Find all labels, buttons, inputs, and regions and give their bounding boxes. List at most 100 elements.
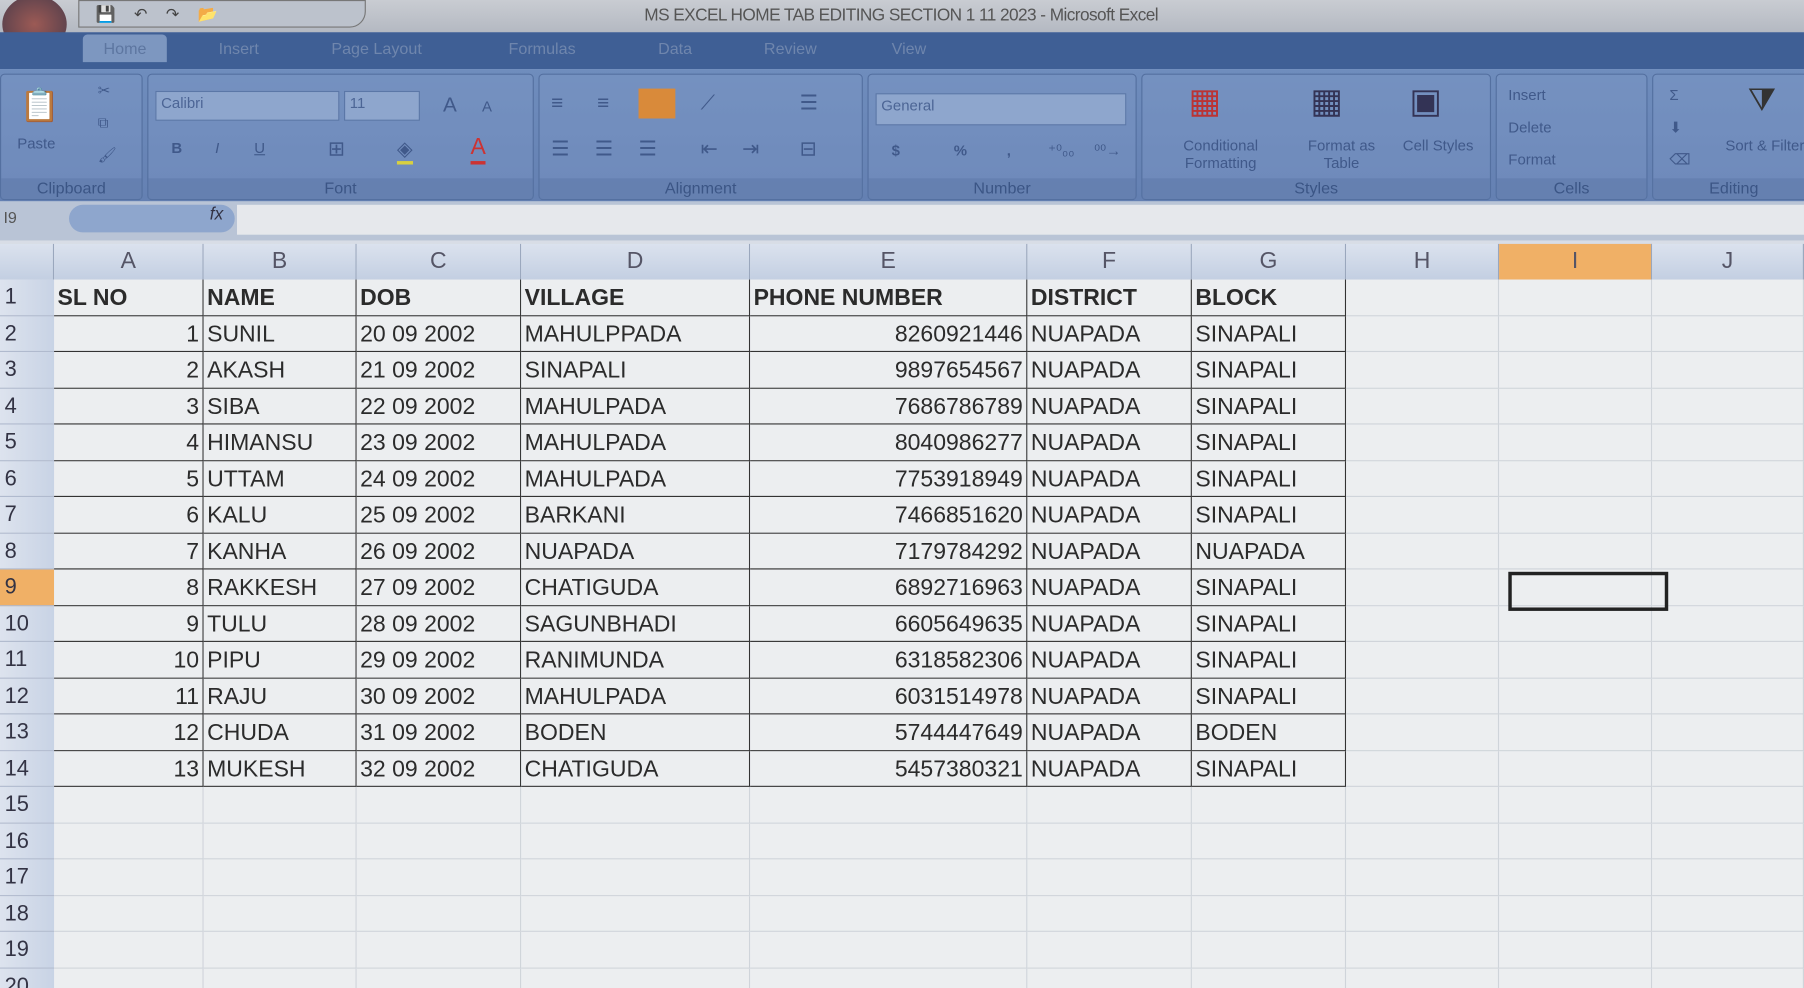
row-header-16[interactable]: 16 bbox=[0, 823, 55, 860]
cell-f1[interactable]: DISTRICT bbox=[1027, 279, 1192, 316]
cell-h14[interactable] bbox=[1346, 750, 1500, 787]
cell-h20[interactable] bbox=[1346, 968, 1500, 988]
align-left-icon[interactable]: ☰ bbox=[551, 136, 570, 160]
cell-d2[interactable]: MAHULPPADA bbox=[521, 315, 751, 353]
cell-e15[interactable] bbox=[750, 786, 1028, 824]
increase-decimal-icon[interactable]: ⁺⁰₀₀ bbox=[1048, 141, 1075, 159]
cell-c18[interactable] bbox=[356, 895, 522, 932]
merge-center-icon[interactable]: ⊟ bbox=[799, 136, 817, 160]
cell-i16[interactable] bbox=[1499, 823, 1653, 860]
fill-color-icon[interactable]: ◈ bbox=[396, 137, 413, 165]
format-painter-icon[interactable]: 🖌 bbox=[97, 146, 117, 164]
name-box[interactable]: I9 bbox=[3, 208, 17, 227]
cell-e13[interactable]: 5744447649 bbox=[750, 714, 1028, 751]
cell-g12[interactable]: SINAPALI bbox=[1191, 678, 1347, 715]
fill-icon[interactable]: ⬇ bbox=[1669, 118, 1682, 136]
bold-button[interactable]: B bbox=[171, 139, 183, 157]
cell-i19[interactable] bbox=[1499, 931, 1653, 969]
column-header-f[interactable]: F bbox=[1027, 243, 1192, 280]
decrease-indent-icon[interactable]: ⇤ bbox=[700, 136, 719, 160]
cell-d11[interactable]: RANIMUNDA bbox=[521, 641, 751, 679]
copy-icon[interactable]: ⧉ bbox=[97, 113, 109, 132]
cell-b12[interactable]: RAJU bbox=[203, 678, 357, 715]
decrease-decimal-icon[interactable]: ⁰⁰→ bbox=[1094, 141, 1122, 159]
increase-indent-icon[interactable]: ⇥ bbox=[742, 136, 760, 160]
cell-d14[interactable]: CHATIGUDA bbox=[521, 750, 751, 787]
cell-e17[interactable] bbox=[750, 859, 1028, 896]
tab-page-layout[interactable]: Page Layout bbox=[331, 39, 422, 58]
cell-c15[interactable] bbox=[356, 786, 522, 824]
column-header-h[interactable]: H bbox=[1346, 243, 1500, 280]
row-header-15[interactable]: 15 bbox=[0, 786, 55, 824]
cell-c9[interactable]: 27 09 2002 bbox=[356, 569, 522, 606]
cell-c2[interactable]: 20 09 2002 bbox=[356, 315, 522, 353]
row-header-17[interactable]: 17 bbox=[0, 859, 55, 896]
column-header-b[interactable]: B bbox=[203, 243, 357, 280]
cell-h17[interactable] bbox=[1346, 859, 1500, 896]
clear-icon[interactable]: ⌫ bbox=[1669, 150, 1691, 168]
cell-j8[interactable] bbox=[1652, 533, 1804, 570]
cell-h19[interactable] bbox=[1346, 931, 1500, 969]
cell-b8[interactable]: KANHA bbox=[203, 533, 357, 570]
cell-g1[interactable]: BLOCK bbox=[1191, 279, 1347, 316]
cell-b3[interactable]: AKASH bbox=[203, 352, 357, 389]
cell-a2[interactable]: 1 bbox=[54, 315, 204, 353]
cell-e12[interactable]: 6031514978 bbox=[750, 678, 1028, 715]
cell-b6[interactable]: UTTAM bbox=[203, 460, 357, 498]
cell-i6[interactable] bbox=[1499, 460, 1653, 498]
cell-i5[interactable] bbox=[1499, 424, 1653, 461]
column-header-e[interactable]: E bbox=[750, 243, 1028, 280]
number-format-dropdown[interactable]: General bbox=[875, 93, 1127, 126]
cell-j2[interactable] bbox=[1652, 315, 1804, 353]
cell-e18[interactable] bbox=[750, 895, 1028, 932]
tab-review[interactable]: Review bbox=[763, 39, 817, 58]
cell-i7[interactable] bbox=[1499, 497, 1653, 534]
cell-c17[interactable] bbox=[356, 859, 522, 896]
cell-b13[interactable]: CHUDA bbox=[203, 714, 357, 751]
cell-d8[interactable]: NUAPADA bbox=[521, 533, 751, 570]
cell-b1[interactable]: NAME bbox=[203, 279, 357, 316]
cell-g6[interactable]: SINAPALI bbox=[1191, 460, 1347, 498]
cell-d19[interactable] bbox=[521, 931, 751, 969]
cell-i9[interactable] bbox=[1499, 569, 1653, 606]
cell-h6[interactable] bbox=[1346, 460, 1500, 498]
cell-f2[interactable]: NUAPADA bbox=[1027, 315, 1192, 353]
cell-b18[interactable] bbox=[203, 895, 357, 932]
cell-h7[interactable] bbox=[1346, 497, 1500, 534]
cell-a19[interactable] bbox=[54, 931, 204, 969]
cell-a1[interactable]: SL NO bbox=[54, 279, 204, 316]
comma-button[interactable]: , bbox=[1006, 141, 1011, 159]
cell-g17[interactable] bbox=[1191, 859, 1347, 896]
cell-d15[interactable] bbox=[521, 786, 751, 824]
align-bottom-icon[interactable] bbox=[638, 88, 676, 119]
cell-j9[interactable] bbox=[1652, 569, 1804, 606]
cell-d9[interactable]: CHATIGUDA bbox=[521, 569, 751, 606]
cell-f5[interactable]: NUAPADA bbox=[1027, 424, 1192, 461]
cell-d17[interactable] bbox=[521, 859, 751, 896]
cell-b2[interactable]: SUNIL bbox=[203, 315, 357, 353]
cell-a3[interactable]: 2 bbox=[54, 352, 204, 389]
wrap-text-icon[interactable]: ☰ bbox=[799, 90, 819, 114]
cell-c5[interactable]: 23 09 2002 bbox=[356, 424, 522, 461]
cell-g18[interactable] bbox=[1191, 895, 1347, 932]
cell-c3[interactable]: 21 09 2002 bbox=[356, 352, 522, 389]
font-name-dropdown[interactable]: Calibri bbox=[155, 90, 340, 121]
row-header-8[interactable]: 8 bbox=[0, 533, 55, 570]
cell-a8[interactable]: 7 bbox=[54, 533, 204, 570]
cell-a11[interactable]: 10 bbox=[54, 641, 204, 679]
cell-e2[interactable]: 8260921446 bbox=[750, 315, 1028, 353]
cell-h12[interactable] bbox=[1346, 678, 1500, 715]
delete-cells-button[interactable]: Delete bbox=[1508, 118, 1552, 136]
cell-b7[interactable]: KALU bbox=[203, 497, 357, 534]
cell-b20[interactable] bbox=[203, 968, 357, 988]
row-header-18[interactable]: 18 bbox=[0, 895, 55, 932]
cell-g16[interactable] bbox=[1191, 823, 1347, 860]
cell-h18[interactable] bbox=[1346, 895, 1500, 932]
format-as-table-icon[interactable]: ▦ bbox=[1310, 82, 1344, 121]
cell-h9[interactable] bbox=[1346, 569, 1500, 606]
cell-b16[interactable] bbox=[203, 823, 357, 860]
cell-d16[interactable] bbox=[521, 823, 751, 860]
tab-formulas[interactable]: Formulas bbox=[508, 39, 576, 58]
cell-d10[interactable]: SAGUNBHADI bbox=[521, 605, 751, 642]
save-icon[interactable]: 💾 bbox=[95, 4, 116, 23]
